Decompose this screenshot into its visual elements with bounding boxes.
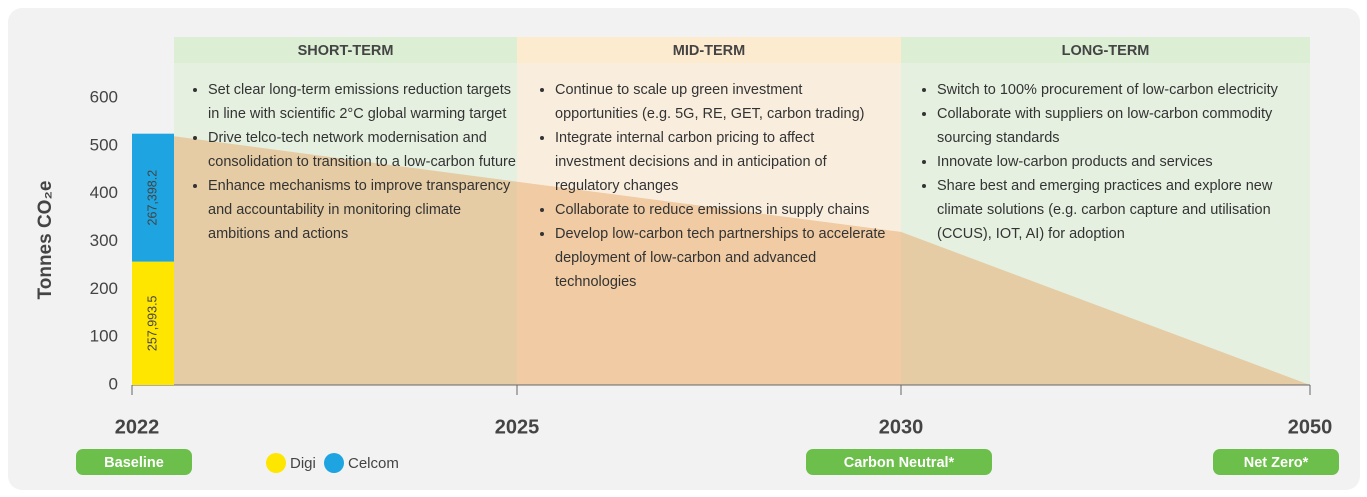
phase-bullets: Switch to 100% procurement of low-carbon… — [917, 78, 1289, 246]
y-tick-label: 300 — [90, 231, 118, 250]
y-tick-label: 0 — [109, 374, 118, 393]
milestone-label: Carbon Neutral* — [844, 455, 955, 471]
bullet: Integrate internal carbon pricing to aff… — [555, 126, 887, 198]
value-label: 257,993.5 — [145, 295, 159, 351]
bullet: Share best and emerging practices and ex… — [937, 174, 1289, 246]
milestone-badge: Baseline — [76, 449, 192, 475]
y-tick-label: 500 — [90, 135, 118, 154]
x-tick-label: 2030 — [879, 416, 924, 438]
value-label: 267,398.2 — [145, 170, 159, 226]
bar-segment — [132, 261, 174, 385]
badge — [76, 449, 192, 475]
x-tick-label: 2025 — [495, 416, 540, 438]
phase-title: SHORT-TERM — [298, 43, 394, 59]
phase-header — [174, 37, 517, 63]
y-tick-label: 400 — [90, 183, 118, 202]
badge — [1213, 449, 1339, 475]
milestone-label: Net Zero* — [1244, 455, 1309, 471]
phase-bullets: Set clear long-term emissions reduction … — [188, 78, 516, 246]
bullet-list: Continue to scale up green investment op… — [535, 78, 887, 294]
bullet: Develop low-carbon tech partnerships to … — [555, 222, 887, 294]
y-axis-label: Tonnes CO₂e — [35, 181, 56, 300]
y-tick-label: 100 — [90, 327, 118, 346]
bullet: Collaborate with suppliers on low-carbon… — [937, 102, 1289, 150]
trajectory-area — [174, 136, 1310, 385]
x-tick-label: 2050 — [1288, 416, 1333, 438]
phase-header — [517, 37, 901, 63]
phase-title: MID-TERM — [673, 43, 746, 59]
bullet: Enhance mechanisms to improve transparen… — [208, 174, 516, 246]
legend-label: Digi — [290, 455, 316, 472]
legend-swatch — [324, 453, 344, 473]
y-tick-label: 200 — [90, 279, 118, 298]
milestone-badge: Net Zero* — [1213, 449, 1339, 475]
bullet-list: Set clear long-term emissions reduction … — [188, 78, 516, 246]
phase-bullets: Continue to scale up green investment op… — [535, 78, 887, 294]
x-tick-label: 2022 — [115, 416, 160, 438]
y-tick-label: 600 — [90, 87, 118, 106]
legend-swatch — [266, 453, 286, 473]
phase-title: LONG-TERM — [1062, 43, 1150, 59]
bullet: Collaborate to reduce emissions in suppl… — [555, 198, 887, 222]
legend-label: Celcom — [348, 455, 399, 472]
bullet-list: Switch to 100% procurement of low-carbon… — [917, 78, 1289, 246]
milestone-label: Baseline — [104, 455, 164, 471]
bullet: Switch to 100% procurement of low-carbon… — [937, 78, 1289, 102]
bullet: Innovate low-carbon products and service… — [937, 150, 1289, 174]
bar-segment — [132, 133, 174, 262]
badge — [806, 449, 992, 475]
phase-header — [901, 37, 1310, 63]
bullet: Drive telco-tech network modernisation a… — [208, 126, 516, 174]
bullet: Set clear long-term emissions reduction … — [208, 78, 516, 126]
bullet: Continue to scale up green investment op… — [555, 78, 887, 126]
milestone-badge: Carbon Neutral* — [806, 449, 992, 475]
